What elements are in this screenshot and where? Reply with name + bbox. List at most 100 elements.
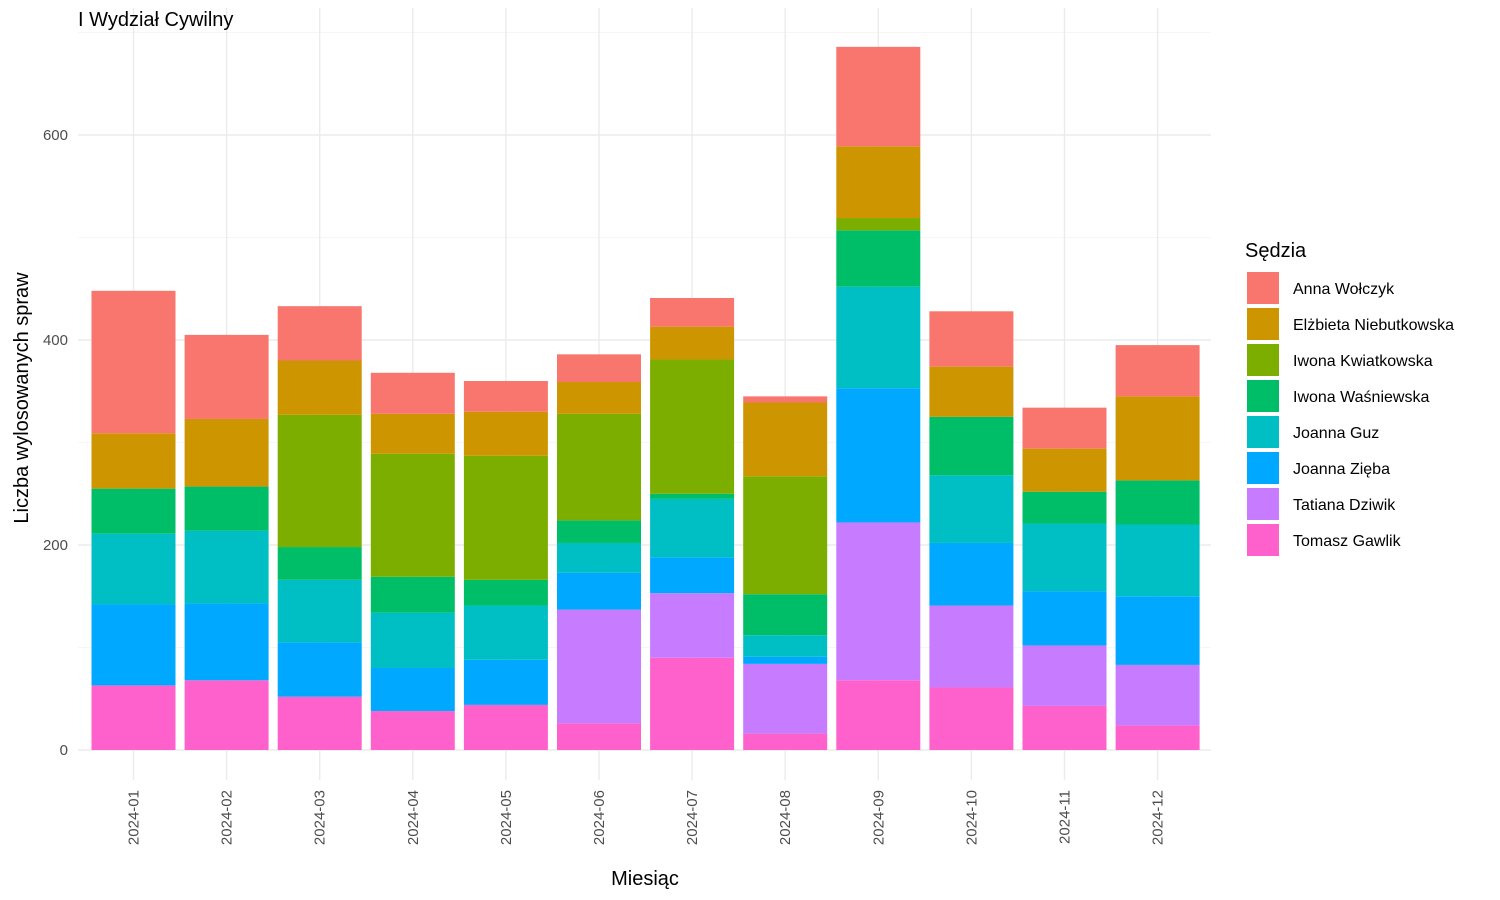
bar-segment [650, 359, 735, 494]
x-tick-label: 2024-10 [963, 790, 980, 845]
bar-segment [743, 635, 828, 657]
x-tick-label: 2024-11 [1057, 790, 1074, 844]
bars [91, 46, 1200, 750]
bar-segment [743, 476, 828, 595]
bar-segment [1115, 596, 1200, 665]
legend-label: Iwona Waśniewska [1293, 389, 1429, 406]
bar-segment [1115, 396, 1200, 481]
legend-swatch [1247, 380, 1279, 412]
legend-item: Elżbieta Niebutkowska [1247, 308, 1454, 340]
y-tick-label: 0 [60, 742, 68, 759]
bar-segment [1022, 705, 1107, 750]
bar-segment [1115, 345, 1200, 397]
bar-segment [650, 657, 735, 750]
bar-segment [836, 388, 921, 523]
bar-segment [1022, 407, 1107, 449]
bar-segment [1022, 523, 1107, 592]
x-axis-title: Miesiąc [611, 868, 679, 890]
y-tick-label: 600 [43, 127, 68, 144]
x-tick-label: 2024-07 [684, 790, 701, 845]
bar-segment [929, 542, 1014, 606]
bar-segment [557, 723, 641, 750]
bar-segment [277, 306, 362, 361]
bar-segment [370, 372, 455, 414]
x-tick-label: 2024-08 [777, 790, 794, 845]
bar-segment [184, 334, 269, 419]
bar-segment [836, 286, 921, 389]
y-tick-label: 400 [43, 332, 68, 349]
bar-segment [836, 46, 921, 147]
legend-swatch [1247, 344, 1279, 376]
bar-segment [1022, 645, 1107, 706]
y-axis-title: Liczba wylosowanych spraw [11, 272, 33, 524]
bar-segment [929, 605, 1014, 688]
bar-segment [463, 704, 548, 750]
legend-label: Elżbieta Niebutkowska [1293, 317, 1454, 334]
bar-segment [743, 656, 828, 664]
legend-swatch [1247, 416, 1279, 448]
bar-segment [743, 396, 828, 403]
bar-segment [557, 542, 641, 573]
bar-segment [650, 593, 735, 658]
bar-segment [557, 572, 641, 610]
bar-segment [277, 579, 362, 643]
bar-segment [557, 382, 641, 414]
bar-segment [463, 381, 548, 412]
bar-segment [1022, 491, 1107, 524]
bar-segment [91, 685, 176, 750]
legend-swatch [1247, 524, 1279, 556]
bar-segment [463, 605, 548, 660]
bar-segment [650, 297, 735, 327]
bar-segment [184, 418, 269, 487]
bar-segment [184, 603, 269, 681]
legend-item: Joanna Guz [1247, 416, 1379, 448]
legend-swatch [1247, 308, 1279, 340]
bar-segment [370, 668, 455, 712]
legend-title: Sędzia [1245, 240, 1307, 262]
x-tick-label: 2024-05 [498, 790, 515, 845]
x-axis-ticks: 2024-01 2024-02 2024-03 2024-04 2024-05 2024-… [126, 790, 1167, 845]
x-tick-label: 2024-03 [312, 790, 329, 845]
legend-swatch [1247, 272, 1279, 304]
bar-segment [929, 311, 1014, 367]
bar-segment [836, 522, 921, 681]
bar-segment [1115, 480, 1200, 525]
bar-segment [836, 230, 921, 287]
y-tick-label: 200 [43, 537, 68, 554]
bar-segment [836, 680, 921, 750]
legend-label: Anna Wołczyk [1293, 281, 1395, 298]
legend-swatch [1247, 452, 1279, 484]
bar-segment [836, 146, 921, 219]
bar-segment [650, 493, 735, 499]
bar-segment [370, 612, 455, 668]
x-tick-label: 2024-02 [219, 790, 236, 845]
bar-segment [184, 680, 269, 750]
bar-segment [1022, 591, 1107, 646]
legend-item: Tatiana Dziwik [1247, 488, 1396, 520]
legend: Sędzia Anna Wołczyk Elżbieta Niebutkowska… [1245, 240, 1454, 556]
bar-segment [1022, 448, 1107, 492]
legend-label: Tomasz Gawlik [1293, 533, 1402, 550]
legend-item: Tomasz Gawlik [1247, 524, 1402, 556]
bar-segment [929, 416, 1014, 476]
bar-segment [929, 366, 1014, 417]
bar-segment [650, 498, 735, 558]
bar-segment [277, 547, 362, 580]
bar-segment [184, 486, 269, 531]
bar-segment [557, 520, 641, 543]
bar-segment [650, 326, 735, 360]
legend-swatch [1247, 488, 1279, 520]
bar-segment [91, 533, 176, 605]
legend-item: Anna Wołczyk [1247, 272, 1395, 304]
bar-segment [277, 360, 362, 415]
bar-segment [743, 594, 828, 636]
bar-segment [91, 433, 176, 489]
legend-label: Joanna Guz [1293, 425, 1379, 442]
bar-segment [1115, 524, 1200, 597]
legend-label: Joanna Zięba [1293, 461, 1390, 478]
bar-segment [277, 642, 362, 697]
bar-segment [463, 411, 548, 456]
legend-item: Iwona Waśniewska [1247, 380, 1429, 412]
bar-segment [1115, 664, 1200, 726]
